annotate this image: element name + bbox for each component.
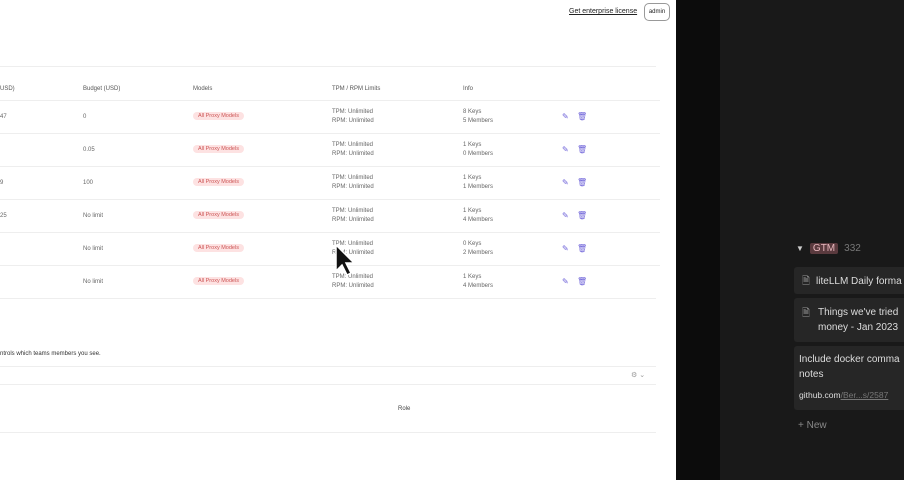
rpm-limit: RPM: Unlimited [332,217,374,223]
tpm-limit: TPM: Unlimited [332,175,374,181]
tpm-limit: TPM: Unlimited [332,241,374,247]
note-title: liteLLM Daily forma [816,276,902,287]
table-row: No limit All Proxy Models TPM: Unlimited… [0,232,660,265]
models-badge: All Proxy Models [193,277,244,285]
budget-cell: No limit [83,279,104,285]
col-limits: TPM / RPM Limits [332,86,381,92]
budget-cell: 0.05 [83,147,95,153]
members-description: ntrols which teams members you see. [0,351,101,357]
keys-count: 1 Keys [463,142,482,148]
tpm-limit: TPM: Unlimited [332,274,374,280]
new-note-button[interactable]: + New [798,420,827,431]
note-card[interactable]: 🗎 liteLLM Daily forma [794,267,904,294]
budget-cell: No limit [83,246,104,252]
table-row: 47 0 All Proxy Models TPM: Unlimited RPM… [0,100,660,133]
members-count: 5 Members [463,118,494,124]
spend-cell: 47 [0,114,7,120]
keys-count: 0 Keys [463,241,482,247]
rpm-limit: RPM: Unlimited [332,283,374,289]
budget-cell: 0 [83,114,87,120]
members-count: 1 Members [463,184,494,190]
models-badge: All Proxy Models [193,211,244,219]
edit-icon[interactable]: ✎ [562,211,569,220]
admin-panel: Get enterprise license admin USD) Budget… [0,0,676,480]
document-icon: 🗎 [802,308,811,319]
keys-count: 1 Keys [463,175,482,181]
spend-cell: 9 [0,180,4,186]
edit-icon[interactable]: ✎ [562,178,569,187]
document-icon: 🗎 [802,276,811,287]
models-badge: All Proxy Models [193,145,244,153]
note-card[interactable]: Include docker comma notes github.com/Ber… [794,346,904,410]
models-badge: All Proxy Models [193,112,244,120]
keys-count: 1 Keys [463,208,482,214]
spend-cell: 25 [0,213,7,219]
collapse-triangle-icon[interactable]: ▼ [796,244,804,253]
group-tag: GTM [809,243,839,254]
edit-icon[interactable]: ✎ [562,112,569,121]
members-count: 2 Members [463,250,494,256]
settings-gear-icon[interactable]: ⚙ ⌄ [631,372,646,379]
group-header[interactable]: ▼ GTM 332 [796,243,861,254]
trash-icon[interactable]: 🗑 [577,145,588,154]
divider [0,366,656,367]
divider [0,384,656,385]
tpm-limit: TPM: Unlimited [332,208,374,214]
notes-panel: ▼ GTM 332 🗎 liteLLM Daily forma 🗎 Things w… [720,0,904,480]
trash-icon[interactable]: 🗑 [577,211,588,220]
table-row: 25 No limit All Proxy Models TPM: Unlimi… [0,199,660,232]
table-row: No limit All Proxy Models TPM: Unlimited… [0,265,660,298]
divider [0,66,656,67]
col-budget: Budget (USD) [83,86,121,92]
user-menu-button[interactable]: admin [644,3,670,21]
divider [0,298,656,299]
members-count: 0 Members [463,151,494,157]
rpm-limit: RPM: Unlimited [332,151,374,157]
models-badge: All Proxy Models [193,244,244,252]
members-count: 4 Members [463,283,494,289]
trash-icon[interactable]: 🗑 [577,244,588,253]
note-card[interactable]: 🗎 Things we've tried money - Jan 2023 [794,298,904,342]
tpm-limit: TPM: Unlimited [332,109,374,115]
keys-count: 1 Keys [463,274,482,280]
plus-icon: + [798,420,807,431]
col-role: Role [398,406,411,412]
enterprise-license-link[interactable]: Get enterprise license [569,8,638,15]
trash-icon[interactable]: 🗑 [577,112,588,121]
edit-icon[interactable]: ✎ [562,277,569,286]
budget-cell: No limit [83,213,104,219]
keys-count: 8 Keys [463,109,482,115]
note-title: Include docker comma notes [799,354,900,380]
table-row: 0.05 All Proxy Models TPM: Unlimited RPM… [0,133,660,166]
note-link-path[interactable]: /Ber...s/2587 [840,390,889,400]
note-link[interactable]: github.com [799,390,841,400]
trash-icon[interactable]: 🗑 [577,277,588,286]
models-badge: All Proxy Models [193,178,244,186]
col-models: Models [193,86,213,92]
rpm-limit: RPM: Unlimited [332,184,374,190]
trash-icon[interactable]: 🗑 [577,178,588,187]
col-info: Info [463,86,474,92]
note-title: Things we've tried money - Jan 2023 [818,307,899,333]
members-count: 4 Members [463,217,494,223]
col-spend: USD) [0,86,15,92]
table-row: 9 100 All Proxy Models TPM: Unlimited RP… [0,166,660,199]
mouse-cursor-icon [335,243,356,277]
rpm-limit: RPM: Unlimited [332,250,374,256]
edit-icon[interactable]: ✎ [562,244,569,253]
rpm-limit: RPM: Unlimited [332,118,374,124]
tpm-limit: TPM: Unlimited [332,142,374,148]
divider [0,432,656,433]
group-count: 332 [844,243,861,254]
edit-icon[interactable]: ✎ [562,145,569,154]
budget-cell: 100 [83,180,94,186]
